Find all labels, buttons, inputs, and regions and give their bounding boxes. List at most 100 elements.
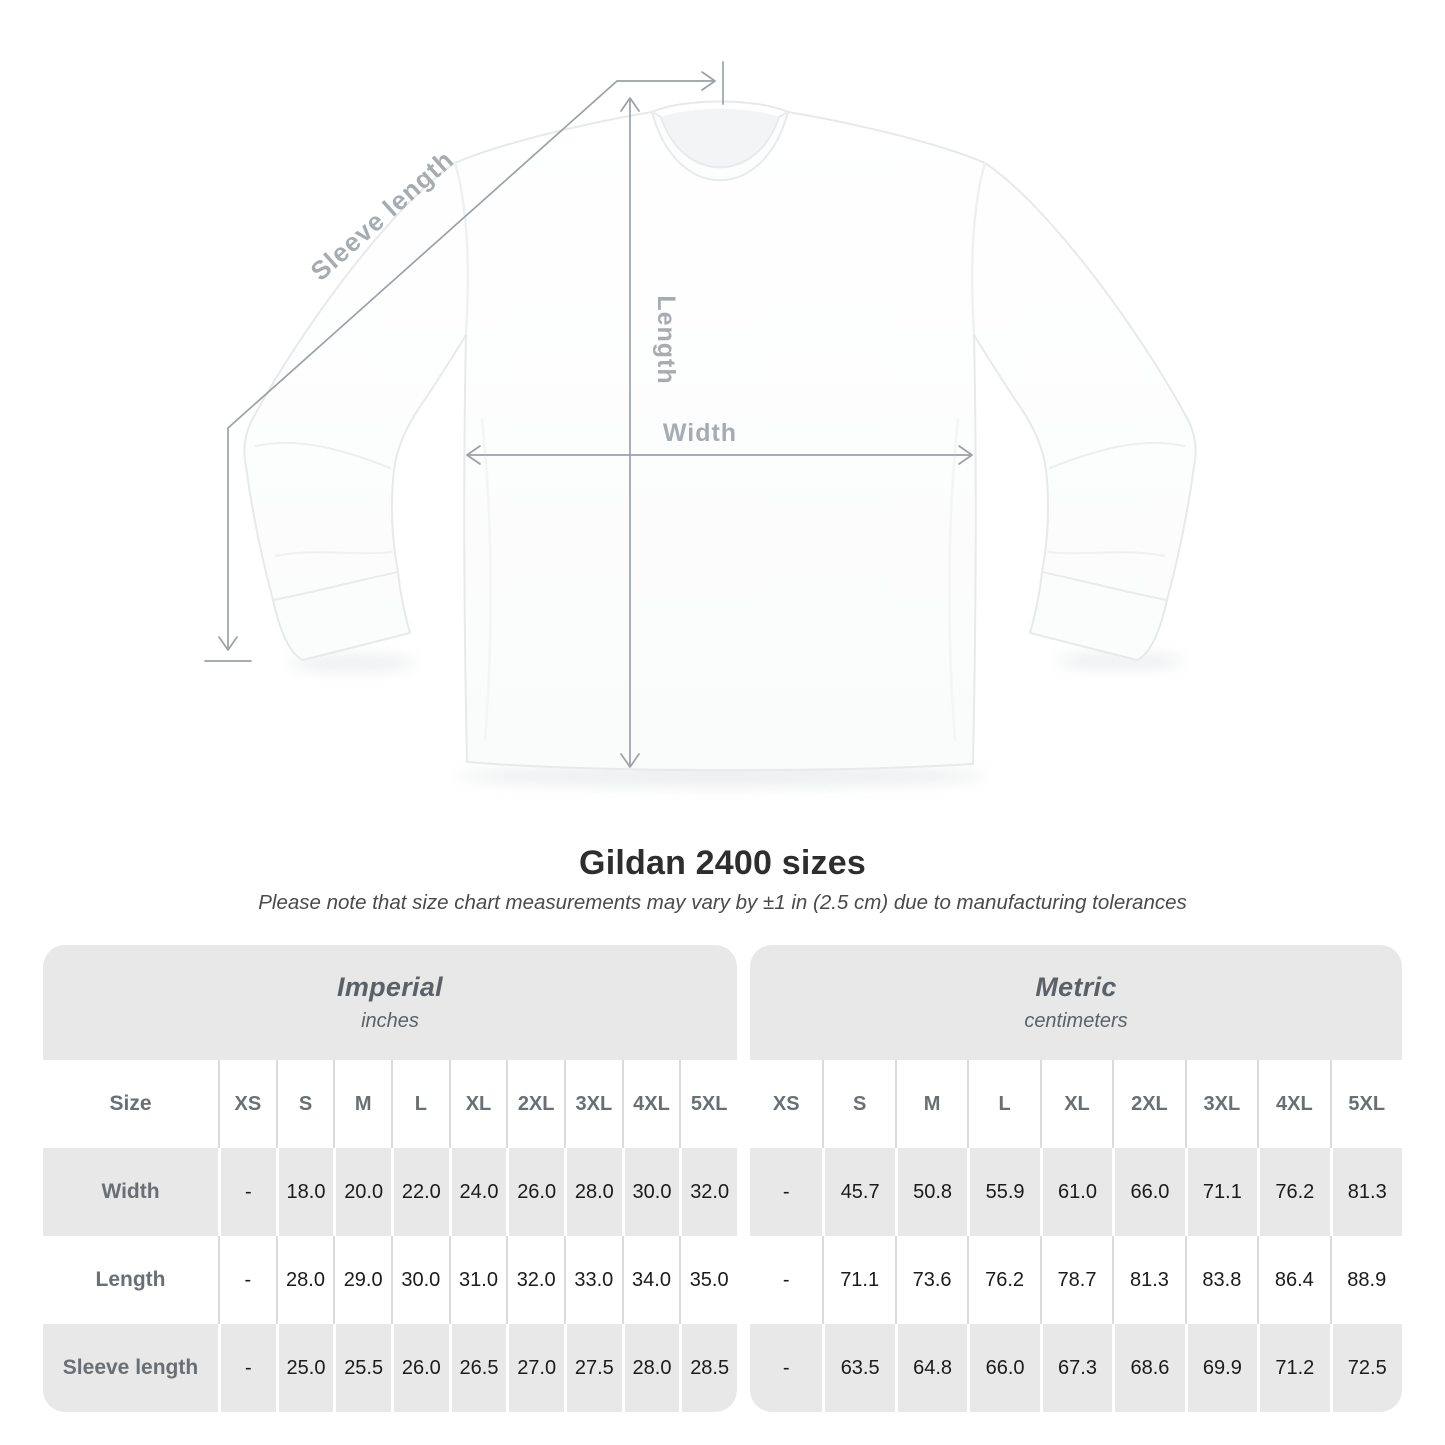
value-cell: - — [782, 1180, 790, 1203]
metric-width-row: - 45.7 50.8 55.9 61.0 66.0 71.1 76.2 81.3 — [750, 1148, 1402, 1236]
imperial-sleeve-length-row: Sleeve length -25.0 25.5 26.0 26.5 27.0 27.5 28… — [43, 1324, 737, 1412]
sleeve-length-arrow-right — [701, 71, 716, 91]
sleeve-length-arrow-down — [218, 636, 238, 651]
shirt-body — [243, 100, 1197, 772]
value-cell: 32.0 — [679, 1148, 737, 1236]
size-table: Imperial inches Size XS S M L XL 2XL 3XL 4XL 5XL W… — [43, 945, 1402, 1412]
size-cell: 5XL — [1329, 1060, 1402, 1148]
value-cell: - — [782, 1268, 790, 1291]
size-cell: 4XL — [1257, 1060, 1329, 1148]
imperial-rows: Size XS S M L XL 2XL 3XL 4XL 5XL Width -18.0 20.0 22.… — [43, 1060, 737, 1412]
shirt-seams — [255, 161, 1185, 742]
metric-sleeve-length-row: - 63.5 64.8 66.0 67.3 68.6 69.9 71.2 72.5 — [750, 1324, 1402, 1412]
value-cell: 66.0 — [967, 1324, 1039, 1412]
value-cell: 76.2 — [967, 1236, 1039, 1324]
value-cell: 69.9 — [1184, 1324, 1257, 1412]
value-cell: 71.1 — [1184, 1148, 1257, 1236]
imperial-title: Imperial — [337, 972, 443, 1002]
value-cell: 35.0 — [679, 1236, 737, 1324]
value-cell: 83.8 — [1184, 1236, 1257, 1324]
size-cell: S — [822, 1060, 894, 1148]
imperial-unit: inches — [361, 1010, 419, 1032]
shirt-shadows — [288, 652, 1184, 787]
value-cell: 33.0 — [564, 1236, 622, 1324]
value-cell: 55.9 — [967, 1148, 1039, 1236]
size-cell: 4XL — [621, 1060, 680, 1148]
metric-section: Metric centimeters XS S M L XL 2XL 3XL 4XL 5XL - 4… — [750, 945, 1402, 1412]
row-label: Sleeve length — [62, 1356, 199, 1379]
width-arrow-left — [466, 445, 481, 465]
value-cell: 50.8 — [894, 1148, 967, 1236]
size-cell: 2XL — [506, 1060, 564, 1148]
row-label: Length — [95, 1268, 166, 1291]
value-cell: 88.9 — [1329, 1236, 1402, 1324]
shirt-measurement-diagram: Sleeve length Length Width — [204, 61, 1197, 787]
size-cell: XL — [448, 1060, 507, 1148]
value-cell: 20.0 — [333, 1148, 391, 1236]
size-cell: M — [333, 1060, 391, 1148]
page-subtitle: Please note that size chart measurements… — [258, 891, 1187, 914]
value-cell: 81.3 — [1112, 1236, 1184, 1324]
metric-header: Metric centimeters — [750, 945, 1402, 1060]
value-cell: 78.7 — [1039, 1236, 1112, 1324]
length-arrow-down — [620, 753, 640, 768]
width-dimension — [466, 445, 973, 465]
shirt-illustration: Sleeve length Length Width — [204, 61, 1197, 787]
value-cell: 26.0 — [391, 1324, 449, 1412]
size-cell: L — [391, 1060, 449, 1148]
metric-rows: XS S M L XL 2XL 3XL 4XL 5XL -45.7 50.8 55.9 61.0 66.0… — [750, 1060, 1402, 1412]
value-cell: 76.2 — [1257, 1148, 1329, 1236]
value-cell: 31.0 — [448, 1236, 507, 1324]
imperial-header: Imperial inches — [43, 945, 737, 1060]
value-cell: 32.0 — [506, 1236, 564, 1324]
value-cell: 34.0 — [621, 1236, 680, 1324]
value-cell: 61.0 — [1039, 1148, 1112, 1236]
size-cell: 5XL — [679, 1060, 737, 1148]
imperial-size-header-row: Size XS S M L XL 2XL 3XL 4XL 5XL — [43, 1060, 737, 1148]
row-label: Width — [101, 1180, 160, 1203]
value-cell: 27.5 — [564, 1324, 622, 1412]
metric-size-header-row: XS S M L XL 2XL 3XL 4XL 5XL — [750, 1060, 1402, 1148]
value-cell: 26.5 — [448, 1324, 507, 1412]
value-cell: 81.3 — [1329, 1148, 1402, 1236]
value-cell: 28.5 — [679, 1324, 737, 1412]
size-cell: 3XL — [1184, 1060, 1257, 1148]
size-cell: XS — [772, 1092, 800, 1115]
value-cell: 64.8 — [894, 1324, 967, 1412]
value-cell: 25.0 — [275, 1324, 334, 1412]
size-cell: S — [275, 1060, 334, 1148]
length-arrow-up — [620, 97, 640, 112]
value-cell: 45.7 — [822, 1148, 894, 1236]
value-cell: 28.0 — [564, 1148, 622, 1236]
value-cell: 63.5 — [822, 1324, 894, 1412]
sleeve-length-dimension — [204, 61, 724, 662]
metric-title: Metric — [1035, 972, 1117, 1002]
value-cell: 71.2 — [1257, 1324, 1329, 1412]
value-cell: 73.6 — [894, 1236, 967, 1324]
size-cell: M — [894, 1060, 967, 1148]
value-cell: 18.0 — [275, 1148, 334, 1236]
collar-band — [651, 111, 789, 182]
dimension-annotations — [204, 61, 973, 768]
value-cell: - — [218, 1236, 276, 1324]
value-cell: 28.0 — [275, 1236, 334, 1324]
collar-inner-area — [661, 108, 779, 168]
value-cell: 72.5 — [1329, 1324, 1402, 1412]
value-cell: 27.0 — [506, 1324, 564, 1412]
value-cell: 71.1 — [822, 1236, 894, 1324]
imperial-length-row: Length -28.0 29.0 30.0 31.0 32.0 33.0 34.0 35.0 — [43, 1236, 737, 1324]
value-cell: 86.4 — [1257, 1236, 1329, 1324]
value-cell: 25.5 — [333, 1324, 391, 1412]
length-label: Length — [652, 295, 680, 384]
value-cell: - — [782, 1356, 790, 1379]
size-cell: 3XL — [564, 1060, 622, 1148]
size-cell: XS — [218, 1060, 276, 1148]
value-cell: 26.0 — [506, 1148, 564, 1236]
size-cell: 2XL — [1112, 1060, 1184, 1148]
value-cell: - — [218, 1324, 276, 1412]
size-column-header: Size — [109, 1092, 152, 1115]
imperial-section: Imperial inches Size XS S M L XL 2XL 3XL 4XL 5XL W… — [43, 945, 737, 1412]
value-cell: 30.0 — [391, 1236, 449, 1324]
value-cell: 66.0 — [1112, 1148, 1184, 1236]
